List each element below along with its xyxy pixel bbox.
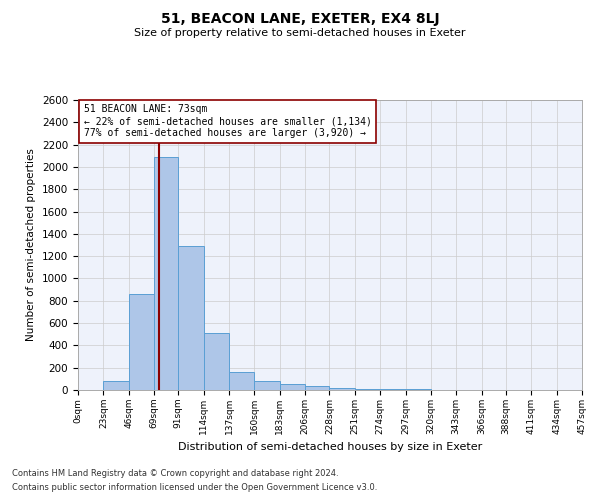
Text: Contains public sector information licensed under the Open Government Licence v3: Contains public sector information licen… <box>12 484 377 492</box>
Bar <box>154 157 178 390</box>
Bar <box>305 386 329 390</box>
Text: Size of property relative to semi-detached houses in Exeter: Size of property relative to semi-detach… <box>134 28 466 38</box>
Bar <box>178 246 204 390</box>
Text: 51 BEACON LANE: 73sqm
← 22% of semi-detached houses are smaller (1,134)
77% of s: 51 BEACON LANE: 73sqm ← 22% of semi-deta… <box>83 104 371 138</box>
Bar <box>229 372 254 390</box>
Text: 51, BEACON LANE, EXETER, EX4 8LJ: 51, BEACON LANE, EXETER, EX4 8LJ <box>161 12 439 26</box>
Bar <box>280 384 305 390</box>
Bar <box>329 388 355 390</box>
Bar <box>355 389 380 390</box>
Y-axis label: Number of semi-detached properties: Number of semi-detached properties <box>26 148 37 342</box>
Text: Distribution of semi-detached houses by size in Exeter: Distribution of semi-detached houses by … <box>178 442 482 452</box>
Bar <box>204 333 229 390</box>
Text: Contains HM Land Registry data © Crown copyright and database right 2024.: Contains HM Land Registry data © Crown c… <box>12 468 338 477</box>
Bar <box>103 381 129 390</box>
Bar <box>129 294 154 390</box>
Bar <box>254 381 280 390</box>
